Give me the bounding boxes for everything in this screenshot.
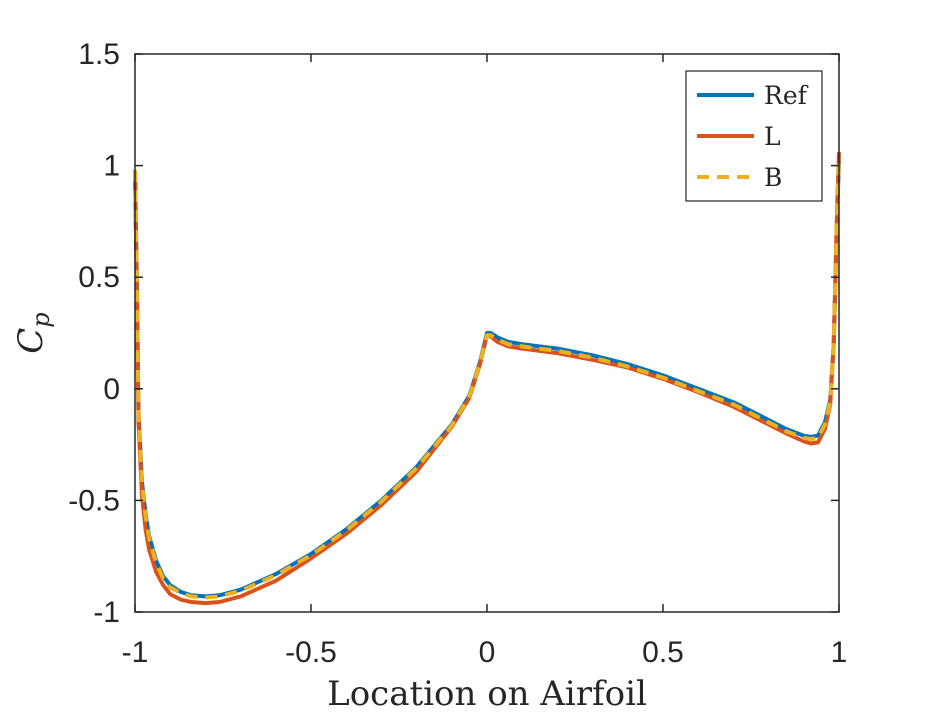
legend: Ref LB <box>685 70 823 202</box>
x-axis-label: Location on Airfoil <box>327 674 647 714</box>
legend-label-ref: Ref <box>764 81 809 110</box>
x-tick-label: 1 <box>831 636 848 669</box>
series-layer <box>133 152 841 606</box>
tick-layer: -1 -0.5 0 0.5 1 -1 -0.5 0 0.5 1 1.5 <box>68 38 847 669</box>
y-axis-label: Cp <box>11 312 55 353</box>
y-axis-label-subscript: p <box>27 312 55 327</box>
y-tick-label: 0 <box>103 373 120 406</box>
y-tick-label: 1.5 <box>78 38 120 71</box>
x-tick-label: 0 <box>479 636 496 669</box>
y-tick-label: -1 <box>93 596 120 629</box>
y-tick-label: 0.5 <box>78 261 120 294</box>
y-axis-label-main: C <box>11 328 51 354</box>
series-line-b <box>133 156 841 600</box>
y-tick-label: 1 <box>103 150 120 183</box>
legend-label-b: B <box>764 163 782 192</box>
x-tick-label: 0.5 <box>642 636 684 669</box>
y-tick-label: -0.5 <box>68 484 120 517</box>
legend-label-l: L <box>764 122 781 151</box>
x-tick-label: -0.5 <box>285 636 337 669</box>
x-tick-label: -1 <box>122 636 149 669</box>
